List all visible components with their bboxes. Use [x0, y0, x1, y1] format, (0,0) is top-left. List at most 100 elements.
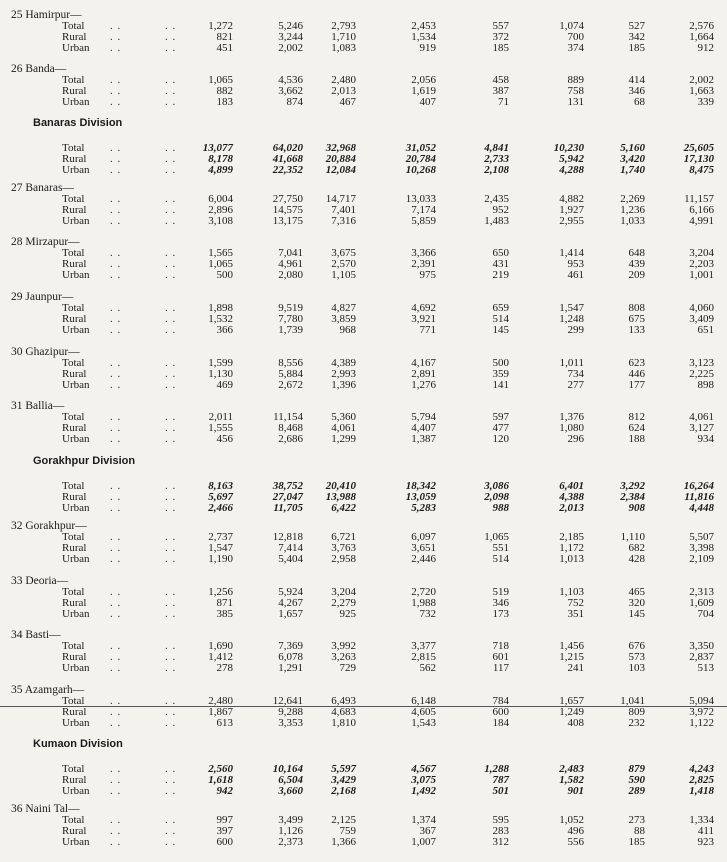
table-cell: 3,263 [331, 651, 356, 663]
leader-dots: . . [165, 153, 177, 165]
leader-dots: . . [165, 774, 177, 786]
district-heading: 30 Ghazipur— [11, 346, 80, 358]
leader-dots: . . [165, 215, 177, 227]
division-heading: Banaras Division [33, 117, 123, 129]
table-cell: 1,065 [208, 258, 233, 270]
table-cell: 2,955 [559, 215, 584, 227]
table-cell: 6,721 [331, 531, 356, 543]
table-cell: 4,692 [411, 302, 436, 314]
table-cell: 10,268 [405, 164, 436, 176]
table-cell: 1,396 [331, 379, 356, 391]
row-label-rural: Rural [62, 258, 87, 270]
table-cell: 2,560 [208, 763, 233, 775]
table-cell: 283 [492, 825, 510, 837]
table-cell: 898 [697, 379, 715, 391]
table-cell: 3,075 [411, 774, 436, 786]
table-cell: 1,291 [278, 662, 303, 674]
table-cell: 7,401 [331, 204, 356, 216]
row-label-total: Total [62, 142, 85, 154]
table-cell: 597 [492, 411, 510, 423]
leader-dots: . . [110, 836, 122, 848]
row-label-total: Total [62, 695, 85, 707]
leader-dots: . . [165, 85, 177, 97]
leader-dots: . . [165, 785, 177, 797]
table-cell: 675 [628, 313, 646, 325]
leader-dots: . . [165, 357, 177, 369]
table-cell: 2,013 [331, 85, 356, 97]
leader-dots: . . [165, 142, 177, 154]
district-heading: 25 Hamirpur— [11, 9, 82, 21]
table-cell: 1,456 [559, 640, 584, 652]
leader-dots: . . [110, 763, 122, 775]
district-heading: 34 Basti— [11, 629, 61, 641]
leader-dots: . . [165, 204, 177, 216]
leader-dots: . . [110, 153, 122, 165]
row-label-rural: Rural [62, 651, 87, 663]
table-cell: 1,599 [208, 357, 233, 369]
leader-dots: . . [165, 597, 177, 609]
table-cell: 1,065 [208, 74, 233, 86]
table-cell: 9,288 [278, 706, 303, 718]
leader-dots: . . [165, 662, 177, 674]
table-cell: 2,168 [331, 785, 356, 797]
table-cell: 1,126 [278, 825, 303, 837]
table-cell: 2,446 [411, 553, 436, 565]
table-cell: 20,884 [325, 153, 356, 165]
table-cell: 477 [492, 422, 510, 434]
table-cell: 6,166 [689, 204, 714, 216]
table-cell: 2,269 [620, 193, 645, 205]
table-cell: 12,818 [272, 531, 303, 543]
leader-dots: . . [165, 586, 177, 598]
table-cell: 133 [628, 324, 646, 336]
table-cell: 501 [492, 785, 510, 797]
table-cell: 2,737 [208, 531, 233, 543]
table-cell: 5,094 [689, 695, 714, 707]
leader-dots: . . [165, 531, 177, 543]
row-label-urban: Urban [62, 785, 90, 797]
leader-dots: . . [165, 553, 177, 565]
table-cell: 2,108 [484, 164, 509, 176]
leader-dots: . . [165, 379, 177, 391]
table-cell: 2,056 [411, 74, 436, 86]
table-cell: 11,154 [273, 411, 303, 423]
table-cell: 700 [567, 31, 585, 43]
table-cell: 732 [419, 608, 437, 620]
table-cell: 514 [492, 313, 510, 325]
leader-dots: . . [110, 324, 122, 336]
table-cell: 2,576 [689, 20, 714, 32]
table-cell: 2,011 [208, 411, 233, 423]
table-cell: 465 [628, 586, 646, 598]
table-cell: 17,130 [683, 153, 714, 165]
table-cell: 5,597 [331, 763, 356, 775]
table-cell: 120 [492, 433, 510, 445]
table-cell: 296 [567, 433, 585, 445]
table-cell: 1,272 [208, 20, 233, 32]
table-cell: 461 [567, 269, 585, 281]
table-cell: 682 [628, 542, 646, 554]
table-cell: 2,672 [278, 379, 303, 391]
table-cell: 4,267 [278, 597, 303, 609]
table-cell: 1,543 [411, 717, 436, 729]
table-cell: 3,662 [278, 85, 303, 97]
table-cell: 590 [628, 774, 646, 786]
row-label-rural: Rural [62, 422, 87, 434]
table-cell: 624 [628, 422, 646, 434]
table-cell: 2,837 [689, 651, 714, 663]
leader-dots: . . [110, 608, 122, 620]
table-cell: 5,884 [278, 368, 303, 380]
table-cell: 185 [628, 836, 646, 848]
table-cell: 312 [492, 836, 510, 848]
row-label-urban: Urban [62, 379, 90, 391]
table-cell: 20,784 [405, 153, 436, 165]
table-cell: 366 [216, 324, 234, 336]
table-cell: 784 [492, 695, 510, 707]
table-cell: 7,316 [331, 215, 356, 227]
leader-dots: . . [165, 763, 177, 775]
table-cell: 4,061 [689, 411, 714, 423]
table-cell: 1,618 [208, 774, 233, 786]
leader-dots: . . [110, 42, 122, 54]
table-cell: 177 [628, 379, 646, 391]
table-cell: 676 [628, 640, 646, 652]
table-cell: 809 [628, 706, 646, 718]
table-cell: 1,532 [208, 313, 233, 325]
